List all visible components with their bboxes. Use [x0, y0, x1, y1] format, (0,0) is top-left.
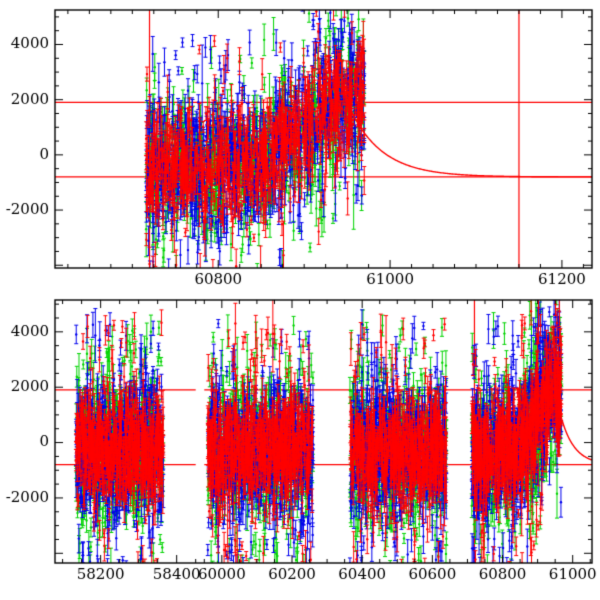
light-curve-figure — [0, 0, 600, 600]
light-curves-chart — [0, 0, 600, 600]
